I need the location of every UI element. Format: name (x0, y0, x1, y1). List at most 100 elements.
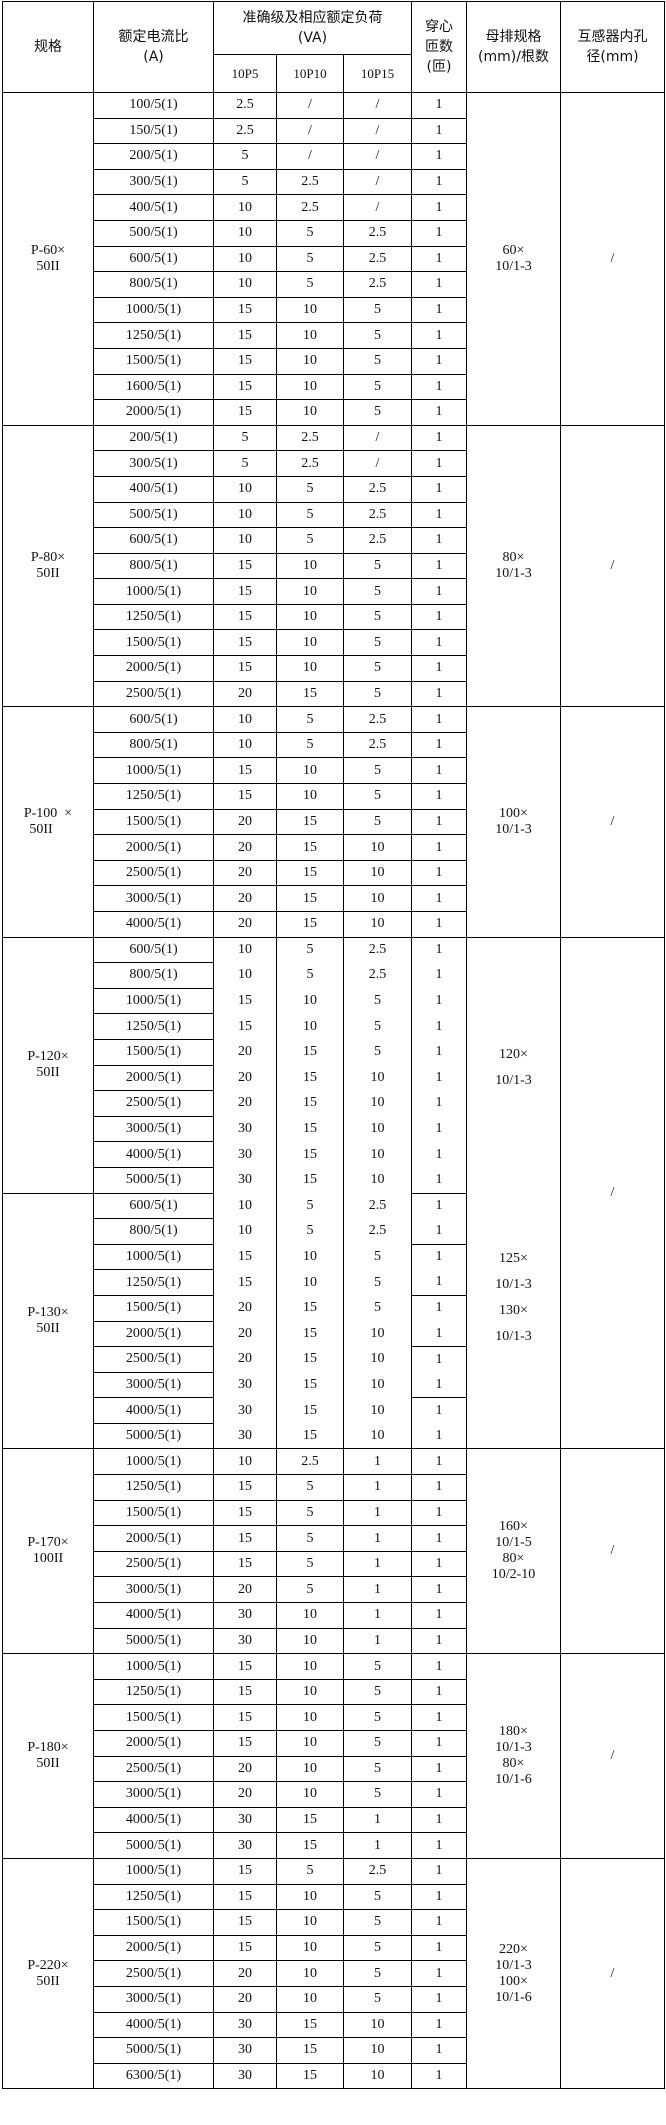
load-10p5-cell: 15 (213, 1499, 277, 1527)
load-10p10-cell: 5 (276, 271, 344, 298)
ratio-cell: 500/5(1) (93, 501, 214, 529)
load-10p15-cell: / (343, 168, 412, 196)
load-10p5-cell: 15 (213, 757, 277, 785)
ratio-cell: 2000/5(1) (93, 834, 214, 861)
load-10p10-cell: 15 (276, 1346, 344, 1373)
ratio-cell: 5000/5(1) (93, 1832, 214, 1859)
load-10p5-cell: 15 (213, 347, 277, 375)
turns-cell: 1 (411, 1167, 467, 1194)
turns-cell: 1 (411, 1423, 467, 1450)
table-row: 1500/5(1) 20 15 5 1 (3, 1038, 665, 1066)
load-10p15-cell: 10 (343, 2037, 412, 2064)
load-10p5-cell: 15 (213, 578, 277, 605)
load-10p10-cell: 5 (276, 731, 344, 759)
load-10p5-cell: 15 (213, 1013, 277, 1040)
turns-cell: 1 (411, 1218, 467, 1245)
load-10p10-cell: 5 (276, 706, 344, 733)
table-row: 600/5(1) 10 5 2.5 1 (3, 245, 665, 273)
ratio-cell: 1500/5(1) (93, 808, 214, 836)
ratio-cell: 200/5(1) (93, 143, 214, 170)
ratio-cell: 4000/5(1) (93, 1397, 214, 1424)
ratio-cell: 2500/5(1) (93, 680, 214, 708)
load-10p5-cell: 20 (213, 859, 277, 887)
load-10p5-cell: 10 (213, 475, 277, 503)
load-10p10-cell: 10 (276, 757, 344, 785)
inner-hole-cell: / (560, 1653, 665, 1859)
ratio-cell: 100/5(1) (93, 92, 214, 119)
load-10p15-cell: 10 (343, 1397, 412, 1424)
ratio-cell: 2500/5(1) (93, 1346, 214, 1373)
load-10p10-cell: 10 (276, 399, 344, 426)
table-row: 300/5(1) 5 2.5/1 (3, 450, 665, 477)
ratio-cell: 1500/5(1) (93, 1909, 214, 1936)
header-class-10p15: 10P15 (343, 54, 412, 93)
turns-cell: 1 (411, 808, 467, 836)
ratio-cell: 1000/5(1) (93, 1448, 214, 1476)
load-10p5-cell: 20 (213, 1039, 277, 1066)
load-10p10-cell: 15 (276, 1832, 344, 1859)
load-10p15-cell: 5 (343, 808, 412, 836)
load-10p15-cell: / (343, 117, 412, 145)
load-10p15-cell: / (343, 450, 412, 477)
turns-cell: 1 (411, 962, 467, 989)
load-10p10-cell: 10 (276, 1704, 344, 1731)
load-10p15-cell: 1 (343, 1525, 412, 1552)
load-10p10-cell: 5 (276, 527, 344, 554)
busbar-cell: 120× 10/1-3 125× 10/1-3 130× 10/1-3 (466, 936, 561, 1450)
load-10p15-cell: 10 (343, 1141, 412, 1168)
turns-cell: 1 (411, 1960, 467, 1987)
load-10p10-cell: 15 (276, 834, 344, 861)
load-10p10-cell: 15 (276, 1090, 344, 1117)
table-row: 500/5(1) 10 5 2.5 1 (3, 219, 665, 247)
turns-cell: 1 (411, 168, 467, 196)
ratio-cell: 2000/5(1) (93, 1064, 214, 1092)
ratio-cell: 3000/5(1) (93, 1985, 214, 2013)
load-10p10-cell: 10 (276, 1653, 344, 1680)
load-10p5-cell: 20 (213, 1295, 277, 1321)
header-accuracy: 准确级及相应额定负荷 (VA) (213, 1, 412, 55)
load-10p5-cell: 15 (213, 399, 277, 426)
load-10p10-cell: 10 (276, 1909, 344, 1936)
load-10p5-cell: 20 (213, 1755, 277, 1783)
load-10p10-cell: 10 (276, 296, 344, 324)
inner-hole-cell: / (560, 424, 665, 708)
ct-spec-table: 规格 额定电流比 (A) 准确级及相应额定负荷 (VA) 穿心 匝数 (匝) 母… (2, 1, 665, 2090)
load-10p15-cell: 5 (343, 373, 412, 401)
load-10p5-cell: 20 (213, 1065, 277, 1091)
inner-hole-cell: / (560, 936, 665, 1450)
load-10p15-cell: 5 (343, 1934, 412, 1962)
ratio-cell: 300/5(1) (93, 450, 214, 477)
spec-cell: P-60× 50II (2, 92, 94, 426)
turns-cell: 1 (411, 1576, 467, 1604)
header-class-10p10: 10P10 (276, 54, 344, 93)
load-10p15-cell: 5 (343, 783, 412, 810)
turns-cell: 1 (411, 1269, 467, 1296)
load-10p5-cell: 15 (213, 655, 277, 682)
ratio-cell: 4000/5(1) (93, 911, 214, 938)
table-row: 5000/5(1) 30 15 10 1 (3, 1422, 665, 1450)
busbar-cell: 80× 10/1-3 (466, 424, 561, 708)
load-10p5-cell: 30 (213, 2062, 277, 2090)
load-10p10-cell: 10 (276, 1627, 344, 1655)
turns-cell: 1 (411, 424, 467, 452)
load-10p10-cell: 15 (276, 1167, 344, 1194)
load-10p10-cell: 2.5 (276, 1448, 344, 1476)
load-10p15-cell: 10 (343, 885, 412, 912)
load-10p5-cell: 15 (213, 1653, 277, 1680)
table-row: 1250/5(1) 15 10 5 1 (3, 783, 665, 810)
load-10p15-cell: 10 (343, 1372, 412, 1398)
turns-cell: 1 (411, 1141, 467, 1168)
ratio-cell: 1250/5(1) (93, 1474, 214, 1501)
header-turns: 穿心 匝数 (匝) (411, 1, 467, 93)
table-row: P-170× 100II 1000/5(1) 10 2.5 1 1 160× 10/1-5 … (2, 1448, 665, 1655)
spec-cell: P-130× 50II (2, 1192, 94, 1450)
load-10p5-cell: 10 (213, 527, 277, 554)
ratio-cell: 800/5(1) (93, 731, 214, 759)
table-row: 1000/5(1) 15 10 5 1 (3, 1243, 665, 1271)
load-10p15-cell: 5 (343, 1781, 412, 1808)
busbar-cell: 220× 10/1-3 100× 10/1-6 (466, 1857, 561, 2090)
ratio-cell: 1000/5(1) (93, 1857, 214, 1885)
load-10p5-cell: 15 (213, 783, 277, 810)
load-10p10-cell: 10 (276, 629, 344, 657)
ratio-cell: 800/5(1) (93, 271, 214, 298)
